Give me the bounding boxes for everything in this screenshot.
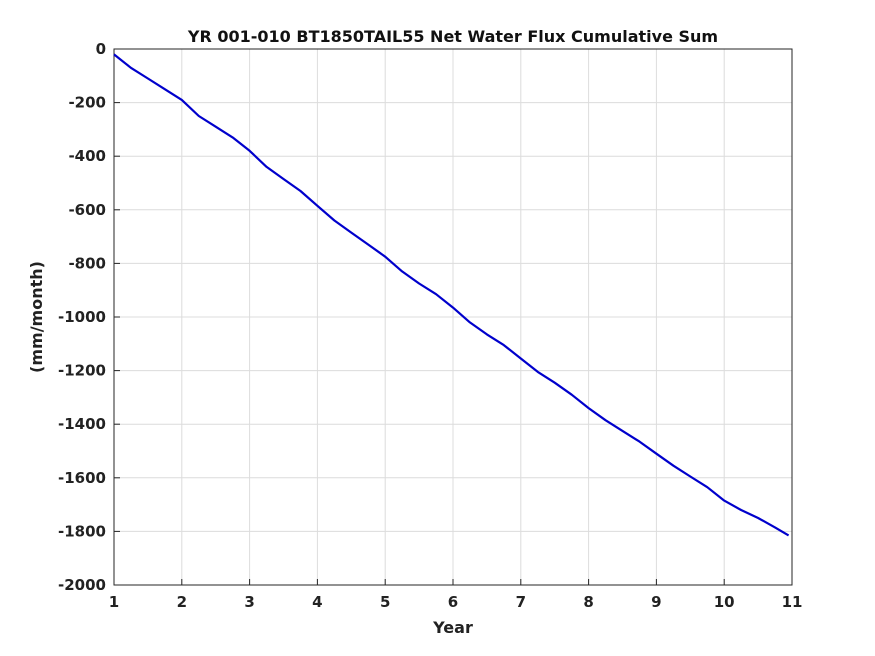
y-tick-label: -200 bbox=[68, 94, 106, 112]
x-tick-label: 9 bbox=[651, 593, 661, 611]
x-tick-label: 10 bbox=[714, 593, 735, 611]
x-tick-label: 4 bbox=[312, 593, 322, 611]
y-tick-label: -800 bbox=[68, 254, 106, 272]
axis-ticks: 1 2 3 4 5 6 7 8 9 10 11 0 -200 -400 -600 -800 -1000 -1200… bbox=[58, 40, 802, 611]
y-tick-label: -2000 bbox=[58, 576, 106, 594]
x-tick-label: 11 bbox=[782, 593, 803, 611]
y-tick-label: -1200 bbox=[58, 362, 106, 380]
series-line bbox=[113, 53, 790, 537]
chart-title: YR 001-010 BT1850TAIL55 Net Water Flux C… bbox=[187, 27, 718, 46]
x-tick-label: 1 bbox=[109, 593, 119, 611]
x-tick-label: 8 bbox=[583, 593, 593, 611]
y-tick-label: 0 bbox=[96, 40, 106, 58]
y-tick-label: -1800 bbox=[58, 522, 106, 540]
y-tick-label: -1000 bbox=[58, 308, 106, 326]
x-tick-label: 3 bbox=[244, 593, 254, 611]
x-tick-label: 7 bbox=[516, 593, 526, 611]
x-tick-label: 5 bbox=[380, 593, 390, 611]
x-tick-label: 6 bbox=[448, 593, 458, 611]
y-axis-label: (mm/month) bbox=[27, 261, 46, 373]
y-tick-label: -1400 bbox=[58, 415, 106, 433]
y-tick-label: -400 bbox=[68, 147, 106, 165]
x-axis-label: Year bbox=[432, 618, 473, 637]
series-group bbox=[113, 53, 790, 537]
y-tick-label: -1600 bbox=[58, 469, 106, 487]
y-tick-label: -600 bbox=[68, 201, 106, 219]
x-tick-label: 2 bbox=[177, 593, 187, 611]
